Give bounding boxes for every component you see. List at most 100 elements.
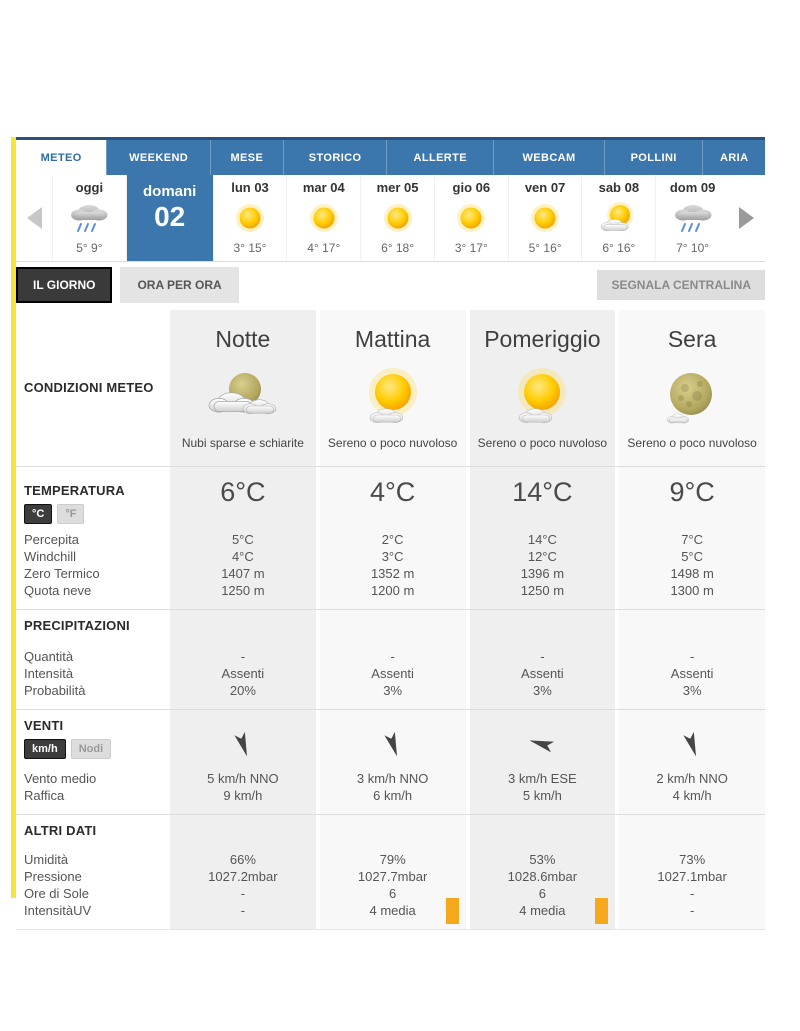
cell-value: 66% <box>229 852 256 867</box>
kmh-toggle[interactable]: km/h <box>24 739 66 759</box>
day-item-ven-07[interactable]: ven 07 5° 16° <box>507 175 582 261</box>
rain-cloud-icon <box>671 199 715 237</box>
temperature-cell-notte: 6°C 5°C 4°C 1407 m 1250 m <box>166 467 316 609</box>
wind-cell-mattina: 3 km/h NNO 6 km/h <box>315 710 466 814</box>
day-item-oggi[interactable]: oggi 5° 9° <box>52 175 126 261</box>
fahrenheit-toggle[interactable]: °F <box>57 503 85 524</box>
tab-weekend[interactable]: WEEKEND <box>106 140 210 175</box>
uv-intensity-bar <box>595 898 609 924</box>
view-tab-bar: IL GIORNO ORA PER ORA SEGNALA CENTRALINA <box>16 262 765 310</box>
cell-value: 4 media <box>519 903 566 918</box>
day-item-lun-03[interactable]: lun 03 3° 15° <box>212 175 287 261</box>
cell-value: - <box>240 649 246 664</box>
day-item-mer-05[interactable]: mer 05 6° 18° <box>360 175 434 261</box>
precipitation-section: PRECIPITAZIONI Quantità Intensità Probab… <box>16 609 765 709</box>
sun-small-cloud-icon <box>470 362 616 434</box>
day-item-sab-08[interactable]: sab 08 6° 16° <box>581 175 655 261</box>
cell-value: - <box>689 903 695 918</box>
sun-icon <box>526 199 564 237</box>
column-header-sera: Sera <box>667 326 717 352</box>
tab-allerte[interactable]: ALLERTE <box>386 140 493 175</box>
sun-icon <box>452 199 490 237</box>
row-label-percepita: Percepita <box>24 532 79 547</box>
cell-value: 3% <box>532 683 552 698</box>
precipitation-label-column: PRECIPITAZIONI Quantità Intensità Probab… <box>16 610 166 709</box>
precipitation-cell-sera: - Assenti 3% <box>615 610 765 709</box>
temperature-title: TEMPERATURA <box>24 482 125 498</box>
sun-small-cloud-icon <box>320 362 466 434</box>
tab-mese[interactable]: MESE <box>209 140 283 175</box>
cell-value: 14°C <box>527 532 557 547</box>
celsius-toggle[interactable]: °C <box>24 503 53 524</box>
cell-value: 6 km/h <box>373 788 413 803</box>
tab-storico[interactable]: STORICO <box>282 140 387 175</box>
cell-value: 12°C <box>527 549 557 564</box>
cell-value: 3 km/h ESE <box>508 771 577 786</box>
main-tab-bar: METEO WEEKEND MESE STORICO ALLERTE WEBCA… <box>16 137 765 175</box>
other-data-cell-notte: 66% 1027.2mbar - - <box>166 815 316 929</box>
cell-value: 79% <box>379 852 406 867</box>
row-label-intensita-uv: IntensitàUV <box>24 903 92 918</box>
cell-value: - <box>390 649 395 664</box>
tab-meteo[interactable]: METEO <box>16 140 107 175</box>
day-temps: 4° 17° <box>307 241 341 255</box>
cell-value: - <box>689 649 695 664</box>
wind-unit-toggle: km/h Nodi <box>24 739 112 759</box>
cell-value: 5 km/h <box>522 788 562 803</box>
day-item-dom-09[interactable]: dom 09 7° 10° <box>655 175 729 261</box>
ora-per-ora-button[interactable]: ORA PER ORA <box>120 267 239 303</box>
row-label-ore-di-sole: Ore di Sole <box>24 886 90 901</box>
chevron-right-icon <box>739 207 755 229</box>
cell-value: Assenti <box>221 666 265 681</box>
tab-pollini[interactable]: POLLINI <box>603 140 703 175</box>
cell-value: 6 <box>538 886 546 901</box>
cell-value: 1027.1mbar <box>657 869 727 884</box>
conditions-cell-pomeriggio: Pomeriggio Sereno o poco nuvoloso <box>465 310 616 466</box>
wind-title: VENTI <box>24 718 64 733</box>
cell-value: 5°C <box>681 549 704 564</box>
other-data-cell-pomeriggio: 53% 1028.6mbar 6 4 media <box>465 815 616 929</box>
day-item-gio-06[interactable]: gio 06 3° 17° <box>433 175 508 261</box>
tab-aria[interactable]: ARIA <box>702 140 765 175</box>
conditions-cell-sera: Sera Sereno o poco nuvoloso <box>615 310 765 466</box>
temperature-unit-toggle: °C °F <box>24 503 85 524</box>
day-label: ven 07 <box>524 180 566 195</box>
wind-direction-arrow-icon <box>320 718 466 770</box>
other-data-label-column: ALTRI DATI Umidità Pressione Ore di Sole… <box>16 815 166 929</box>
cell-value: 3% <box>682 683 702 698</box>
weather-widget: METEO WEEKEND MESE STORICO ALLERTE WEBCA… <box>16 137 765 930</box>
sun-icon <box>305 199 343 237</box>
cell-value: 6 <box>389 886 397 901</box>
tab-webcam[interactable]: WEBCAM <box>493 140 604 175</box>
day-selector-strip: oggi 5° 9° domani 02 lun 03 <box>16 175 765 262</box>
cell-value: 1200 m <box>370 583 415 598</box>
cell-value: 1300 m <box>670 583 714 598</box>
knots-toggle[interactable]: Nodi <box>70 739 112 759</box>
next-days-button[interactable] <box>729 175 765 261</box>
row-label-windchill: Windchill <box>24 549 77 564</box>
temperature-value: 6°C <box>220 477 266 507</box>
temperature-section: TEMPERATURA °C °F Percepita Windchill Ze… <box>16 466 765 609</box>
cell-value: 1250 m <box>520 583 565 598</box>
condition-caption: Nubi sparse e schiarite <box>181 436 304 450</box>
precipitation-cell-mattina: - Assenti 3% <box>315 610 466 709</box>
left-accent-strip <box>11 137 16 898</box>
cell-value: 1027.7mbar <box>357 869 428 884</box>
day-item-domani-selected[interactable]: domani 02 <box>125 175 213 261</box>
cell-value: 7°C <box>681 532 704 547</box>
sun-icon <box>379 199 417 237</box>
precipitation-title: PRECIPITAZIONI <box>24 618 130 633</box>
day-temps: 7° 10° <box>676 241 710 255</box>
prev-days-button[interactable] <box>16 175 52 261</box>
il-giorno-button[interactable]: IL GIORNO <box>16 267 113 303</box>
day-item-mar-04[interactable]: mar 04 4° 17° <box>286 175 360 261</box>
other-data-cell-mattina: 79% 1027.7mbar 6 4 media <box>315 815 466 929</box>
cell-value: Assenti <box>521 666 564 681</box>
day-label: sab 08 <box>598 180 640 195</box>
segnala-centralina-button[interactable]: SEGNALA CENTRALINA <box>597 270 765 300</box>
temperature-value: 9°C <box>669 477 715 507</box>
row-label-quota-neve: Quota neve <box>24 583 92 598</box>
day-label: dom 09 <box>669 180 716 195</box>
column-header-pomeriggio: Pomeriggio <box>484 326 601 352</box>
cell-value: 4°C <box>231 549 254 564</box>
